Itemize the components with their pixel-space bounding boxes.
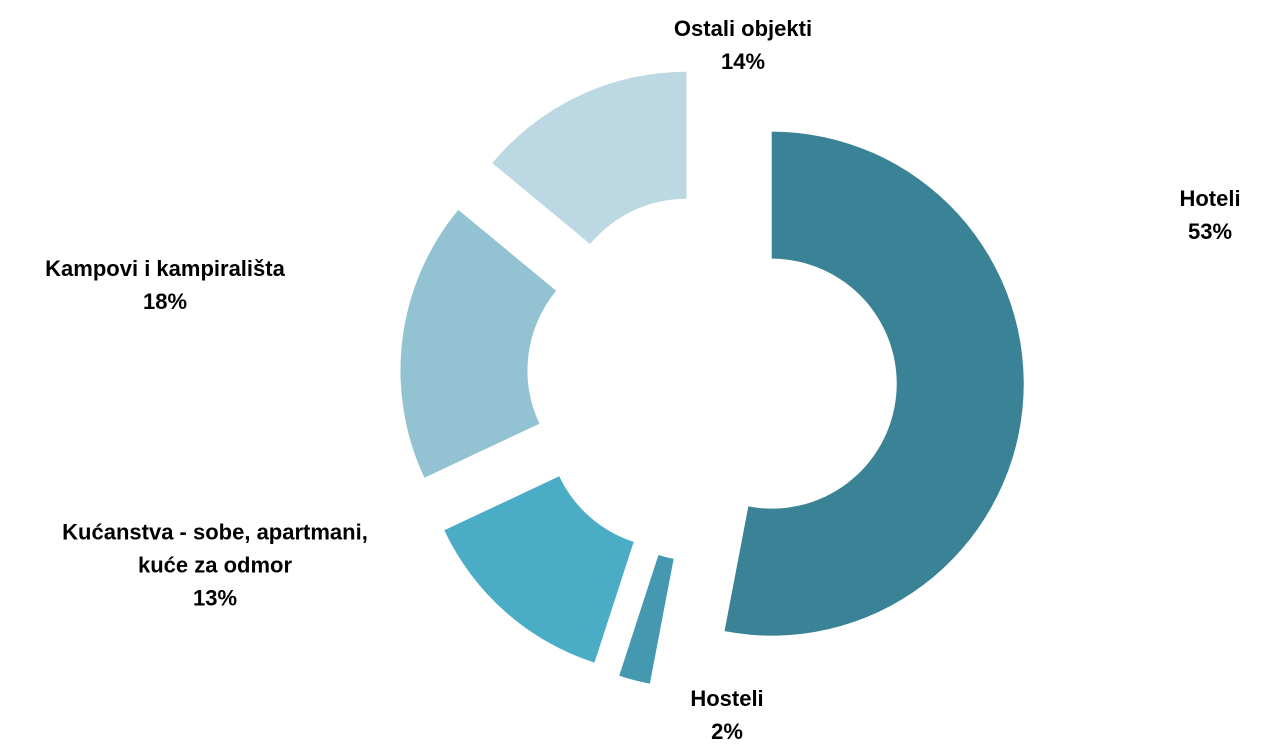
slice-label: Hosteli 2% [690,682,763,748]
value-label: 14% [720,49,766,74]
donut-slice [400,209,557,478]
donut-slice [444,476,634,663]
slice-label: Ostali objekti 14% [674,12,812,78]
category-name: Hoteli [1179,186,1241,211]
value-label: 53% [1187,219,1233,244]
donut-slice [619,554,674,684]
category-name: Hosteli [690,686,764,711]
category-name: Ostali objekti [673,16,813,41]
slice-label: Hoteli 53% [1179,182,1240,248]
value-label: 13% [192,585,238,611]
slice-label: Kućanstva - sobe, apartmani, kuće za odm… [35,516,395,615]
slice-label: Kampovi i kampirališta 18% [45,252,285,318]
donut-slice [724,131,1024,636]
value-label: 18% [142,289,188,314]
category-name: Kućanstva - sobe, apartmani, kuće za odm… [62,519,368,578]
value-label: 2% [711,719,743,744]
category-name: Kampovi i kampirališta [45,256,285,281]
donut-slice [492,71,687,245]
